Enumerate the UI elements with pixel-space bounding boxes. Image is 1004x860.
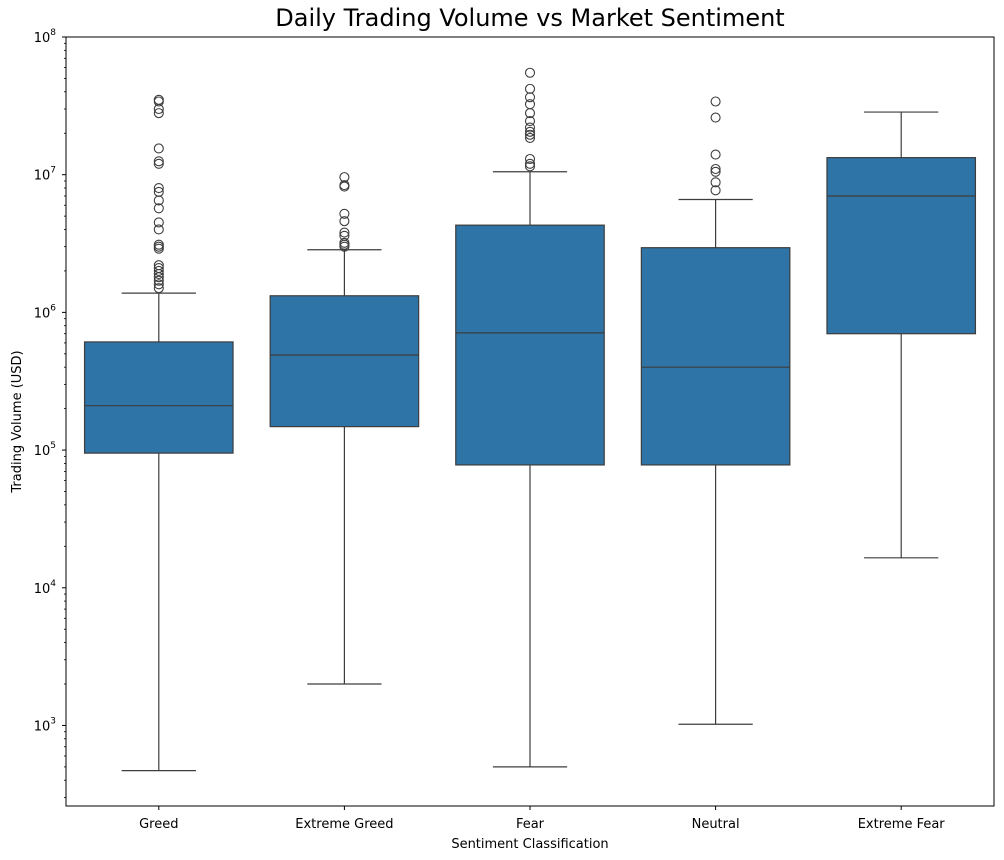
- outlier-point: [710, 112, 721, 123]
- outlier-point: [524, 153, 536, 165]
- outlier-point: [524, 99, 536, 110]
- outlier-point: [339, 180, 350, 191]
- y-tick-label: 105: [34, 441, 56, 459]
- outlier-point: [524, 67, 536, 78]
- x-tick-label: Extreme Greed: [295, 817, 393, 832]
- y-tick-label: 104: [34, 579, 57, 597]
- outlier-point: [524, 83, 536, 94]
- box-extreme-fear: [826, 157, 977, 335]
- outlier-point: [153, 156, 164, 167]
- box-neutral: [640, 247, 791, 466]
- outlier-point: [153, 241, 164, 252]
- outlier-point: [524, 92, 536, 103]
- outlier-point: [524, 126, 536, 137]
- outlier-point: [153, 260, 164, 271]
- x-tick-label: Greed: [139, 817, 178, 832]
- outlier-point: [153, 275, 164, 286]
- outlier-point: [524, 129, 536, 140]
- outlier-point: [153, 94, 164, 105]
- outlier-point: [710, 166, 721, 177]
- x-axis-label: Sentiment Classification: [451, 837, 608, 852]
- outlier-point: [153, 224, 164, 235]
- outlier-point: [153, 203, 164, 214]
- outlier-point: [339, 237, 350, 248]
- outlier-point: [153, 217, 164, 228]
- outlier-point: [339, 172, 350, 183]
- outlier-point: [339, 227, 350, 238]
- outlier-point: [524, 161, 536, 172]
- y-tick-label: 106: [34, 303, 57, 321]
- outlier-point: [524, 132, 536, 143]
- outlier-point: [339, 216, 350, 227]
- outlier-point: [524, 116, 536, 127]
- chart-title: Daily Trading Volume vs Market Sentiment: [275, 4, 785, 32]
- outlier-point: [710, 163, 721, 175]
- box-greed: [83, 341, 234, 454]
- outlier-point: [524, 158, 536, 169]
- outlier-point: [153, 265, 164, 276]
- box-fear: [455, 224, 605, 466]
- x-tick-label: Neutral: [692, 817, 740, 832]
- outlier-point: [524, 122, 536, 133]
- outlier-point: [153, 239, 164, 250]
- outlier-point: [153, 182, 164, 194]
- outlier-point: [153, 108, 164, 119]
- outlier-point: [153, 143, 164, 154]
- outlier-point: [710, 185, 721, 196]
- outlier-point: [710, 96, 721, 107]
- y-tick-label: 107: [34, 166, 56, 184]
- outlier-point: [153, 186, 164, 197]
- y-tick-label: 103: [34, 716, 56, 734]
- outlier-point: [339, 208, 350, 219]
- x-tick-label: Fear: [516, 817, 545, 832]
- outlier-point: [153, 283, 164, 294]
- box-extreme-greed: [269, 295, 420, 428]
- x-tick-label: Extreme Fear: [858, 817, 946, 832]
- outlier-point: [710, 149, 721, 160]
- y-axis-label: Trading Volume (USD): [10, 350, 25, 493]
- outlier-point: [339, 230, 350, 241]
- outlier-point: [153, 262, 164, 274]
- outlier-point: [710, 177, 721, 188]
- outlier-point: [153, 158, 164, 169]
- y-tick-label: 108: [34, 28, 57, 46]
- outlier-point: [153, 279, 164, 290]
